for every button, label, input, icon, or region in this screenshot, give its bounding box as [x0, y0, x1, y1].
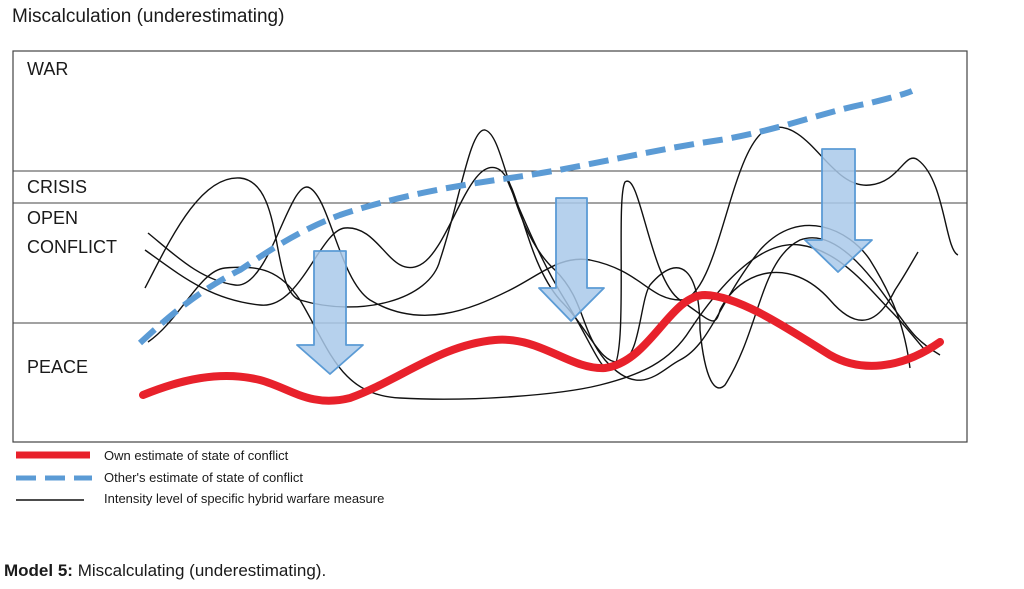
caption-label: Model 5:: [4, 561, 73, 580]
down-arrow-2: [538, 197, 605, 322]
legend-other-label: Other's estimate of state of conflict: [104, 470, 303, 485]
intensity-curve-3: [144, 166, 941, 389]
down-arrow-3: [804, 148, 873, 273]
legend-own-label: Own estimate of state of conflict: [104, 448, 289, 463]
band-label-conflict: CONFLICT: [27, 237, 117, 257]
legend-intensity-label: Intensity level of specific hybrid warfa…: [104, 491, 384, 506]
diagram-frame: [12, 50, 968, 443]
down-arrow-1: [296, 250, 364, 375]
intensity-curve-5: [504, 174, 919, 371]
diagram-title: Miscalculation (underestimating): [12, 6, 285, 27]
intensity-curve-4: [147, 244, 926, 400]
down-arrows: [296, 148, 873, 375]
own-estimate-curve: [139, 290, 944, 405]
band-label-peace: PEACE: [27, 357, 88, 377]
other-estimate-curve: [137, 88, 914, 346]
legend: Own estimate of state of conflict Other'…: [16, 448, 384, 506]
caption-text: Miscalculating (underestimating).: [77, 561, 327, 580]
band-label-war: WAR: [27, 59, 68, 79]
intensity-curve-2: [147, 126, 959, 316]
figure-caption: Model 5: Miscalculating (underestimating…: [4, 561, 326, 581]
band-label-open: OPEN: [27, 208, 78, 228]
band-label-crisis: CRISIS: [27, 177, 87, 197]
